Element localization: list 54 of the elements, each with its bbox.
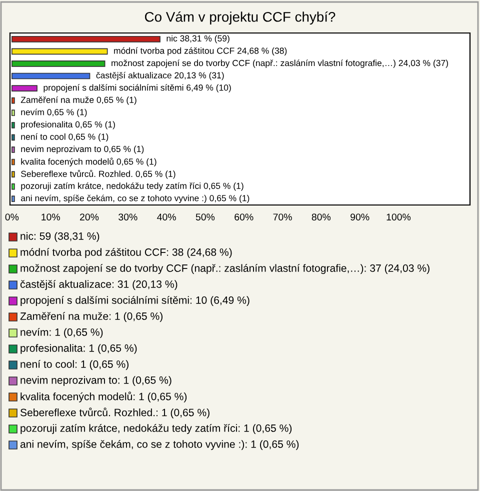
text: pozoruji zatím krátce, nedokážu tedy zatím říci: 1 (0,65 %) [20,424,292,434]
x-tick-label: 20% [80,214,99,220]
x-tick-label: 50% [196,214,215,220]
category-label: nevim neprozivam to 0,65 % (1) [21,146,144,154]
text: nevím: 1 (0,65 %) [20,328,103,338]
text: nevim neprozivam to: 1 (0,65 %) [20,376,172,386]
bar [12,122,15,128]
x-tick-label: 40% [157,214,176,220]
text: módní tvorba pod záštitou CCF: 38 (24,68 %) [20,248,232,258]
x-tick-label: 100% [386,214,411,220]
bar [12,134,15,141]
text: Zaměření na muže: 1 (0,65 %) [20,312,162,322]
chart-title: Co Vám v projektu CCF chybí? [144,11,336,25]
bar [12,72,90,80]
category-label: nic 38,31 % (59) [166,35,230,44]
bar [12,158,15,166]
bar [12,146,15,153]
text: kvalita focených modelů: 1 (0,65 %) [20,392,187,402]
category-label: propojení s dalšími sociálními sítěmi 6,49 % (10) [44,84,231,92]
bar [12,60,106,67]
category-label: profesionalita 0,65 % (1) [21,121,115,130]
category-label: kvalita focených modelů 0,65 % (1) [21,158,156,166]
x-tick-label: 80% [312,214,331,220]
bar [12,196,15,202]
category-label: Sebereflexe tvůrců. Rozhled. 0,65 % (1) [21,170,176,179]
category-label: ani nevím, spíše čekám, co se z tohoto vyvine :) 0,65 % (1) [21,194,250,203]
category-label: častější aktualizace 20,13 % (31) [96,72,224,80]
text: ani nevím, spíše čekám, co se z tohoto vyvine :): 1 (0,65 %) [20,440,299,450]
text: profesionalita: 1 (0,65 %) [20,344,137,354]
category-label: pozoruji zatím krátce, nedokážu tedy zatím říci 0,65 % (1) [21,182,244,191]
category-label: Zaměření na muže 0,65 % (1) [20,96,136,105]
text: není to cool: 1 (0,65 %) [20,360,128,370]
category-label: nevím 0,65 % (1) [21,108,87,117]
bar [12,97,15,104]
text: nic: 59 (38,31 %) [20,232,100,242]
category-label: možnost zapojení se do tvorby CCF (např.: zasláním vlastní fotografie,…) 24,03 % (37) [112,60,448,68]
bar [12,171,15,178]
x-tick-label: 70% [273,214,292,220]
bar [12,36,160,42]
text: Sebereflexe tvůrců. Rozhled.: 1 (0,65 %) [20,408,210,418]
x-tick-label: 10% [42,214,60,220]
bar [12,48,108,55]
bar [12,85,38,92]
x-tick-label: 60% [234,214,254,220]
category-label: módní tvorba pod záštitou CCF 24,68 % (38) [114,47,287,56]
bar [12,183,15,190]
text: možnost zapojení se do tvorby CCF (např.: zasláním vlastní fotografie,…): 37 (24,03 %) [20,264,430,274]
x-tick-label: 30% [118,214,138,220]
text: propojení s dalšími sociálními sítěmi: 10 (6,49 %) [20,296,250,306]
bar [12,110,15,116]
x-tick-label: 90% [350,214,370,220]
text: častější aktualizace: 31 (20,13 %) [20,280,178,290]
category-label: není to cool 0,65 % (1) [21,133,108,142]
x-tick-label: 0% [5,214,19,220]
